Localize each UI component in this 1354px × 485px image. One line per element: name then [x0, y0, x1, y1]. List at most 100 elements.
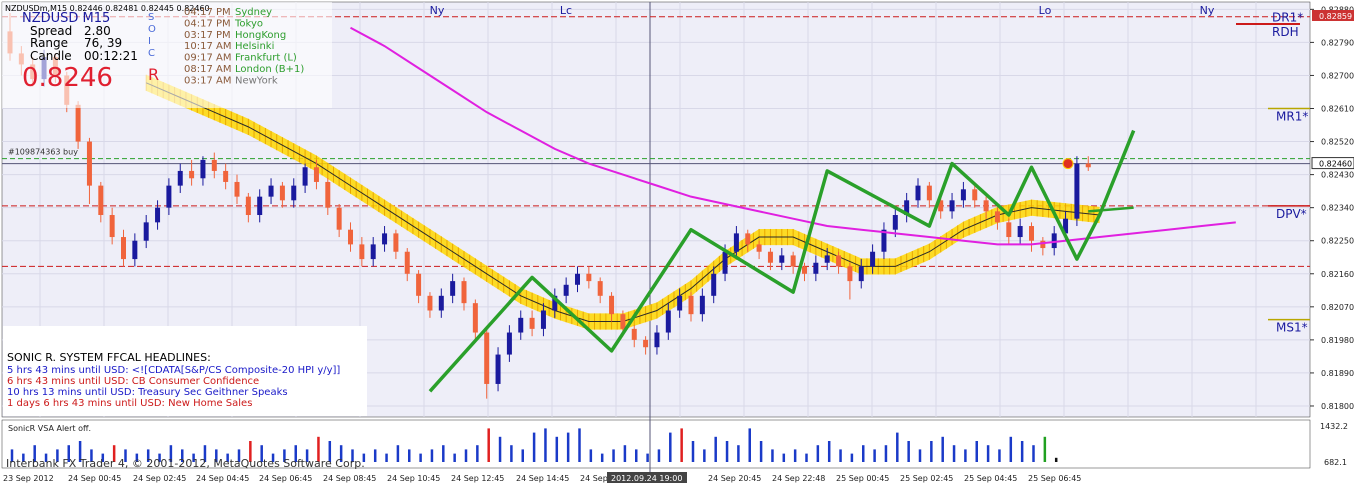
level-label: RDH — [1272, 25, 1299, 39]
candle-body — [211, 159, 217, 171]
y-tick-label: 0.82340 — [1321, 204, 1354, 213]
x-tick-label: 23 Sep 2012 — [3, 474, 54, 483]
candle-body — [1040, 240, 1046, 249]
x-tick-highlight — [607, 472, 687, 483]
candle-body — [733, 233, 739, 252]
range-value: 76, 39 — [84, 36, 122, 50]
x-tick-label: 24 Sep 00:45 — [68, 474, 121, 483]
session-marker: Lc — [560, 4, 572, 17]
candle-body — [1017, 226, 1023, 238]
session-time: 03:17 AM — [184, 75, 231, 86]
x-tick-label: 25 Sep 04:45 — [964, 474, 1017, 483]
headline-item: 1 days 6 hrs 43 mins until USD: New Home… — [7, 398, 252, 409]
candle-body — [325, 181, 331, 208]
top-price-label: 0.82859 — [1319, 12, 1352, 21]
candle-body — [484, 332, 490, 384]
level-label: MS1* — [1276, 321, 1308, 335]
candle-body — [438, 295, 444, 311]
order-label: #109874363 buy — [8, 148, 78, 157]
candle-body — [177, 170, 183, 186]
candle-body — [949, 200, 955, 212]
candle-body — [313, 167, 319, 182]
candle-body — [257, 196, 263, 216]
price-dot — [1062, 158, 1074, 170]
x-tick-label: 25 Sep 02:45 — [900, 474, 953, 483]
x-tick-label: 25 Sep 00:45 — [836, 474, 889, 483]
axes: 0.82880 0.82790 0.82700 0.82610 0.82520 0.824… — [3, 4, 1354, 483]
x-tick-label: 24 Sep 08:45 — [323, 474, 376, 483]
candle-body — [620, 314, 626, 329]
session-time: 09:17 AM — [184, 53, 231, 64]
level-label: DR1* — [1272, 11, 1303, 25]
candle-body — [643, 339, 649, 348]
candle-body — [370, 244, 376, 260]
candle-body — [597, 281, 603, 296]
candle-body — [938, 200, 944, 212]
vsa-label: SonicR VSA Alert off. — [8, 424, 91, 433]
headline-item: 5 hrs 43 mins until USD: <![CDATA[S&P/CS… — [7, 365, 340, 376]
pair-title: NZDUSD M15 — [22, 11, 110, 26]
candle-body — [200, 159, 206, 179]
candle-body — [870, 251, 876, 267]
session-name: Helsinki — [235, 41, 274, 52]
current-price-label: 0.82460 — [1319, 160, 1352, 169]
candle-body — [245, 196, 251, 216]
candle-body — [155, 207, 161, 223]
x-tick-label: 2012.09.24 19:00 — [611, 474, 682, 483]
footer-copyright: Interbank FX Trader 4, © 2001-2012, Meta… — [6, 457, 365, 470]
candle-body — [745, 233, 751, 245]
candle-body — [234, 181, 240, 197]
zigzag-tick — [1088, 206, 1134, 213]
candle-body — [291, 185, 297, 201]
candle-body — [983, 200, 989, 212]
candle-body — [143, 222, 149, 241]
candle-body — [1074, 163, 1080, 219]
candle-body — [427, 295, 433, 311]
candle-body — [268, 185, 274, 197]
spread-value: 2.80 — [84, 24, 111, 38]
candle-body — [506, 332, 512, 355]
candle-body — [416, 273, 422, 296]
x-tick-label: 24 Sep 14:45 — [516, 474, 569, 483]
candle-body — [824, 255, 830, 263]
y-tick-label: 0.82430 — [1321, 171, 1354, 180]
candle-body — [166, 185, 172, 208]
x-tick-label: 24 Sep 20:45 — [708, 474, 761, 483]
y-tick-label: 0.81800 — [1321, 402, 1354, 411]
candle-body — [279, 185, 285, 201]
session-marker: Ny — [1200, 4, 1215, 17]
level-label: DPV* — [1276, 207, 1307, 221]
session-name: NewYork — [235, 75, 278, 86]
candle-body — [86, 141, 92, 186]
range-label: Range — [30, 36, 68, 50]
candle-body — [711, 273, 717, 296]
y-tick-label: 0.81980 — [1321, 336, 1354, 345]
volume-y-label: 682.1 — [1324, 458, 1347, 467]
candle-body — [892, 215, 898, 230]
session-name: HongKong — [235, 30, 286, 41]
candle-body — [132, 240, 138, 260]
x-tick-label: 24 Sep 22:48 — [772, 474, 825, 483]
candle-body — [518, 317, 524, 333]
candle-body — [1029, 226, 1034, 241]
candle-body — [609, 295, 615, 315]
symbol-line: NZDUSDm,M15 0.82446 0.82481 0.82445 0.82… — [5, 4, 210, 13]
y-tick-label: 0.82610 — [1321, 105, 1354, 114]
vsa-volume: SonicR VSA Alert off. — [8, 424, 1058, 462]
candle-body — [847, 266, 853, 282]
candle-body — [631, 328, 637, 340]
candle-body — [461, 281, 467, 304]
overlays: NZDUSDm,M15 0.82446 0.82481 0.82445 0.82… — [2, 2, 367, 470]
candle-body — [654, 332, 660, 348]
candle-body — [98, 185, 104, 216]
x-tick-label: 24 Sep 06:45 — [259, 474, 312, 483]
headlines-title: SONIC R. SYSTEM FFCAL HEADLINES: — [7, 351, 211, 364]
candle-body — [972, 189, 978, 201]
candle-body — [563, 284, 569, 296]
candle-body — [915, 185, 921, 201]
y-tick-label: 0.82790 — [1321, 38, 1354, 47]
candle-body — [121, 237, 126, 260]
side-letter: R — [148, 65, 159, 84]
candle-body — [994, 211, 1000, 223]
session-name: Tokyo — [234, 18, 263, 29]
